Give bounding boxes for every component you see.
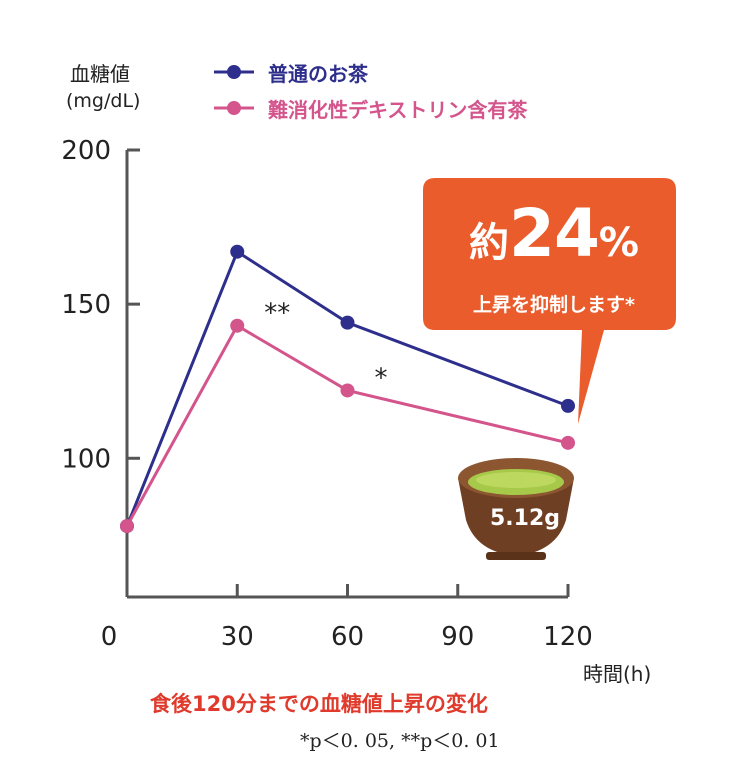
dose-label: 5.12g (489, 506, 561, 531)
y-tick-label: 100 (61, 444, 111, 474)
callout-bubble (423, 178, 676, 424)
series-2-point (340, 383, 355, 398)
y-tick-label: 200 (61, 136, 111, 166)
tea-cup-icon (458, 458, 574, 560)
chart-series (120, 244, 575, 534)
legend-marker-dot (227, 65, 241, 79)
callout-headline: 約24% (436, 195, 672, 272)
significance-note: *p＜0. 05, **p＜0. 01 (300, 730, 500, 752)
series-2-point (230, 318, 245, 333)
callout-subtext: 上昇を抑制します* (473, 294, 635, 316)
chart-legend-markers (214, 65, 254, 115)
legend-marker-dot (227, 101, 241, 115)
x-tick-label: 0 (101, 622, 118, 652)
x-tick-label: 120 (543, 622, 593, 652)
series-2-point (561, 435, 575, 450)
chart-annotations: *** (264, 299, 387, 394)
chart-ticks: 100 150 200 0 30 60 90 120 (61, 136, 592, 652)
legend-entry-dextrin-tea: 難消化性デキストリン含有茶 (268, 98, 528, 122)
series-1-point (561, 398, 575, 413)
series-line-2 (125, 323, 569, 527)
x-axis-unit: 時間(h) (583, 662, 652, 686)
callout-unit: % (598, 220, 639, 266)
x-tick-label: 30 (221, 622, 254, 652)
y-tick-label: 150 (61, 290, 111, 320)
x-tick-label: 60 (331, 622, 364, 652)
chart-caption: 食後120分までの血糖値上昇の変化 (150, 692, 488, 716)
x-tick-label: 90 (441, 622, 474, 652)
series-2-point (120, 519, 134, 534)
callout-prefix: 約 (469, 220, 510, 266)
significance-marker: ** (264, 299, 290, 329)
series-line-1 (125, 249, 569, 527)
series-1-point (230, 244, 245, 259)
series-1-point (340, 315, 355, 330)
y-axis-label: 血糖値 (70, 62, 130, 86)
y-axis-unit: (mg/dL) (66, 90, 141, 112)
significance-marker: * (375, 363, 388, 393)
legend-entry-regular-tea: 普通のお茶 (268, 62, 368, 86)
callout-value: 24 (509, 195, 600, 272)
